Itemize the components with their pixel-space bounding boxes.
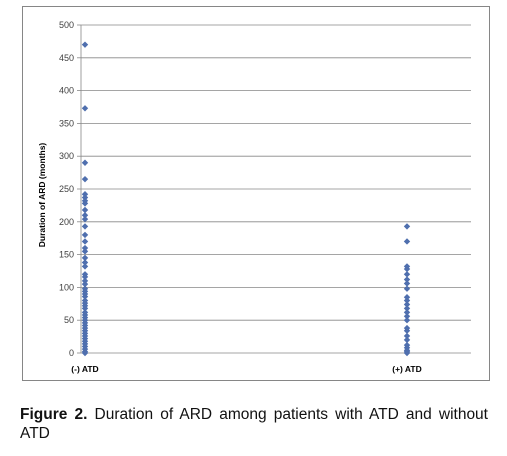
data-point [403, 238, 411, 245]
data-point [403, 332, 411, 340]
figure-label: Figure 2. [20, 406, 88, 423]
gridlines [81, 24, 471, 321]
data-point [403, 313, 411, 320]
data-point [403, 336, 411, 344]
data-point [81, 259, 89, 266]
data-point [403, 285, 411, 292]
data-point [81, 277, 89, 285]
data-point [81, 254, 89, 262]
data-point [403, 309, 411, 316]
data-point [81, 212, 89, 219]
data-point [81, 280, 89, 288]
y-tick-label: 450 [59, 53, 74, 63]
data-point [81, 273, 89, 281]
data-point [403, 294, 411, 301]
data-point [81, 215, 89, 223]
data-point [403, 317, 411, 324]
data-point [81, 263, 89, 270]
data-point [403, 223, 411, 230]
data-point [81, 238, 89, 245]
y-tick-label: 0 [69, 348, 74, 358]
figure-caption-text: Duration of ARD among patients with ATD … [20, 406, 488, 442]
y-tick-label: 50 [64, 315, 74, 325]
y-tick-label: 500 [59, 20, 74, 30]
data-point [403, 305, 411, 312]
y-tick-label: 100 [59, 282, 74, 292]
data-point [81, 349, 89, 357]
data-point [81, 191, 89, 198]
category-labels: (-) ATD (+) ATD [71, 364, 421, 374]
y-tick-labels: 0 50 100 150 200 250 300 350 400 450 500 [59, 20, 74, 358]
data-point [403, 265, 411, 273]
data-point [81, 41, 89, 48]
y-tick-label: 250 [59, 184, 74, 194]
data-point [81, 223, 89, 230]
y-tick-label: 200 [59, 217, 74, 227]
data-point [81, 305, 89, 312]
data-point [81, 293, 89, 300]
y-tick-label: 350 [59, 118, 74, 128]
data-point [403, 280, 411, 287]
data-point [403, 276, 411, 283]
data-point [81, 244, 89, 252]
data-point [81, 159, 89, 166]
data-point [81, 200, 89, 207]
data-point [81, 206, 89, 214]
y-axis-label: Duration of ARD (months) [37, 143, 47, 248]
scatter-chart: 0 50 100 150 200 250 300 350 400 450 500 (-) ATD (+… [37, 20, 471, 374]
data-point [81, 231, 89, 239]
chart-frame: 0 50 100 150 200 250 300 350 400 450 500 (-) ATD (+… [22, 6, 490, 381]
y-tick-label: 300 [59, 151, 74, 161]
figure-caption: Figure 2. Duration of ARD among patients… [20, 405, 488, 443]
data-point [81, 194, 89, 201]
data-point [403, 271, 411, 278]
data-point [81, 105, 89, 112]
data-point [403, 349, 411, 357]
data-point [403, 327, 411, 334]
data-points [81, 41, 411, 357]
y-tick-label: 150 [59, 250, 74, 260]
data-point [81, 248, 89, 255]
x-category-label: (+) ATD [392, 364, 422, 374]
data-point [81, 175, 89, 183]
y-tick-label: 400 [59, 86, 74, 96]
data-point [403, 297, 411, 304]
x-category-label: (-) ATD [71, 364, 98, 374]
data-point [403, 301, 411, 308]
